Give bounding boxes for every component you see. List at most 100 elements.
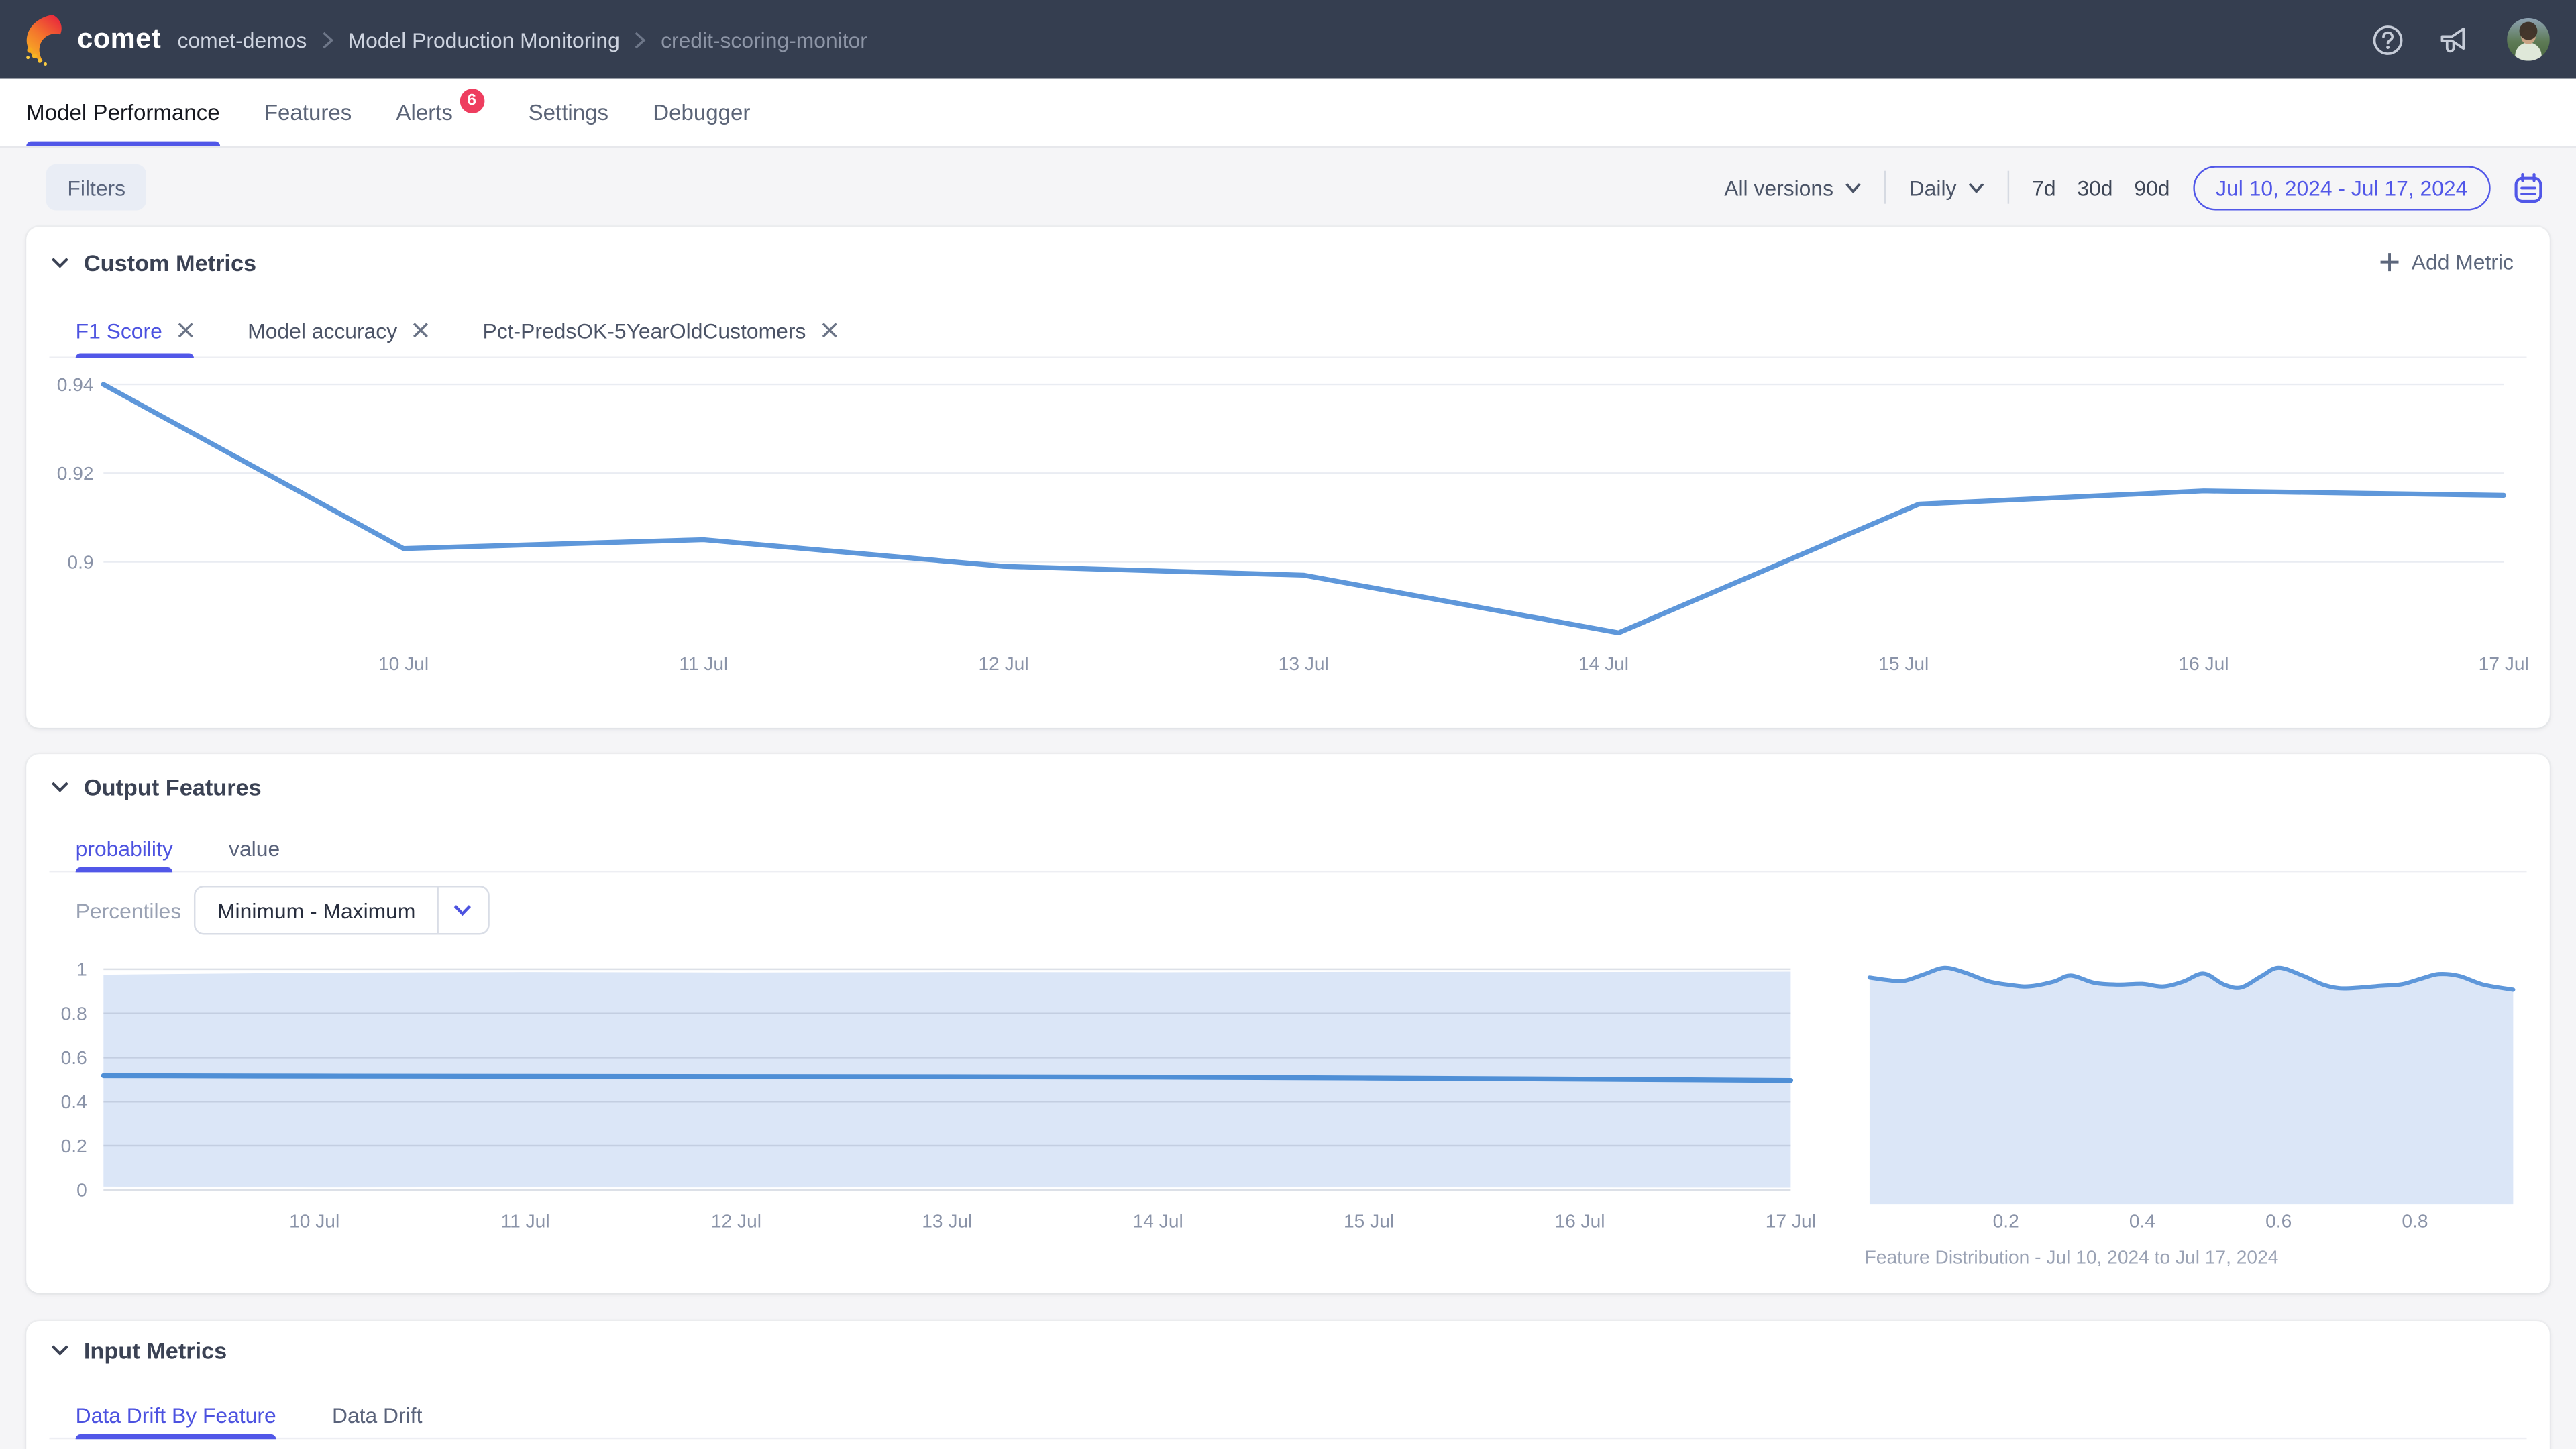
- output-feature-tabs: probability value: [49, 824, 2527, 873]
- chevron-right-icon: [321, 30, 333, 48]
- user-avatar[interactable]: [2507, 17, 2550, 61]
- collapse-chevron-icon[interactable]: [51, 1344, 69, 1357]
- svg-text:15 Jul: 15 Jul: [1878, 653, 1929, 674]
- top-navbar: comet comet-demos Model Production Monit…: [0, 0, 2576, 79]
- series: [101, 1073, 1794, 1083]
- metric-tab-label: F1 Score: [75, 317, 162, 343]
- custom-metrics-header: Custom Metrics: [51, 250, 256, 276]
- x-axis-labels: 10 Jul 11 Jul 12 Jul 13 Jul 14 Jul 15 Jul 16 J…: [289, 1210, 1816, 1231]
- tab-settings[interactable]: Settings: [529, 79, 608, 146]
- tab-value[interactable]: value: [229, 824, 280, 871]
- navbar-actions: [2372, 0, 2550, 79]
- svg-text:0.6: 0.6: [61, 1047, 87, 1068]
- range-7d[interactable]: 7d: [2032, 174, 2056, 200]
- remove-metric-icon[interactable]: [820, 322, 837, 338]
- gridlines: [103, 383, 2504, 563]
- svg-text:14 Jul: 14 Jul: [1578, 653, 1629, 674]
- band: [103, 971, 1791, 1188]
- metric-tab-model-accuracy[interactable]: Model accuracy: [248, 304, 429, 356]
- chevron-right-icon: [635, 30, 647, 48]
- filter-controls: All versions Daily 7d 30d 90d Jul 10, 20…: [1724, 164, 2543, 211]
- add-metric-button[interactable]: Add Metric: [2379, 250, 2514, 274]
- divider: [2007, 170, 2009, 204]
- tab-label: probability: [75, 835, 173, 861]
- collapse-chevron-icon[interactable]: [51, 256, 69, 270]
- svg-text:0.2: 0.2: [1993, 1210, 2019, 1231]
- section-title: Input Metrics: [83, 1337, 227, 1364]
- distribution-x-axis-labels: 0.2 0.4 0.6 0.8: [1993, 1210, 2428, 1231]
- breadcrumb-project[interactable]: Model Production Monitoring: [347, 27, 620, 52]
- tab-features[interactable]: Features: [264, 79, 352, 146]
- breadcrumb-workspace[interactable]: comet-demos: [177, 27, 307, 52]
- versions-dropdown[interactable]: All versions: [1724, 175, 1861, 200]
- collapse-chevron-icon[interactable]: [51, 780, 69, 794]
- tab-debugger[interactable]: Debugger: [653, 79, 750, 146]
- range-30d[interactable]: 30d: [2077, 174, 2113, 200]
- tab-model-performance[interactable]: Model Performance: [26, 79, 220, 146]
- feature-distribution: [1867, 965, 2516, 1205]
- tab-label: Data Drift By Feature: [75, 1402, 276, 1427]
- breadcrumb: comet-demos Model Production Monitoring …: [177, 0, 867, 79]
- metric-tabs: F1 Score Model accuracy Pct-PredsOK-5Yea…: [49, 304, 2527, 358]
- svg-text:16 Jul: 16 Jul: [1554, 1210, 1605, 1231]
- y-axis-labels: 0.94 0.92 0.9: [57, 374, 94, 572]
- comet-flame-icon: [26, 15, 62, 66]
- add-metric-label: Add Metric: [2411, 250, 2514, 274]
- tab-label: value: [229, 835, 280, 861]
- x-axis-labels: 10 Jul 11 Jul 12 Jul 13 Jul 14 Jul 15 Jul 16 J…: [378, 653, 2529, 674]
- megaphone-icon[interactable]: [2438, 24, 2472, 56]
- svg-text:12 Jul: 12 Jul: [711, 1210, 761, 1231]
- svg-text:10 Jul: 10 Jul: [289, 1210, 339, 1231]
- date-range-pill[interactable]: Jul 10, 2024 - Jul 17, 2024: [2192, 165, 2491, 210]
- plus-icon: [2380, 253, 2399, 272]
- tab-label: Debugger: [653, 100, 751, 125]
- tab-probability[interactable]: probability: [75, 824, 174, 873]
- input-metrics-header: Input Metrics: [51, 1337, 227, 1364]
- versions-dropdown-value: All versions: [1724, 174, 1834, 200]
- tab-data-drift-by-feature[interactable]: Data Drift By Feature: [75, 1391, 276, 1440]
- svg-text:0: 0: [76, 1180, 87, 1201]
- breadcrumb-model: credit-scoring-monitor: [661, 27, 867, 52]
- svg-text:0.8: 0.8: [2402, 1210, 2428, 1231]
- remove-metric-icon[interactable]: [412, 322, 428, 338]
- divider: [1884, 170, 1886, 204]
- custom-metrics-section: Custom Metrics Add Metric F1 Score Model…: [26, 226, 2550, 728]
- svg-text:0.92: 0.92: [57, 463, 94, 484]
- main-tabbar: Model Performance Features Alerts 6 Sett…: [0, 78, 2576, 148]
- metric-tab-f1-score[interactable]: F1 Score: [75, 304, 194, 358]
- distribution-caption: Feature Distribution - Jul 10, 2024 to J…: [1864, 1248, 2279, 1269]
- gridlines: [103, 968, 1791, 1191]
- chevron-down-icon: [1968, 182, 1984, 193]
- filters-button[interactable]: Filters: [46, 164, 147, 211]
- svg-text:13 Jul: 13 Jul: [922, 1210, 972, 1231]
- range-90d[interactable]: 90d: [2134, 174, 2170, 200]
- metric-tab-label: Model accuracy: [248, 317, 398, 343]
- granularity-dropdown[interactable]: Daily: [1909, 175, 1984, 200]
- svg-text:11 Jul: 11 Jul: [679, 653, 728, 674]
- filter-row: Filters All versions Daily 7d 30d 90d Ju…: [0, 148, 2576, 227]
- svg-text:0.6: 0.6: [2265, 1210, 2292, 1231]
- tab-label: Alerts: [396, 100, 453, 125]
- tab-alerts[interactable]: Alerts 6: [396, 79, 484, 146]
- percentiles-row: Percentiles Minimum - Maximum: [75, 885, 490, 935]
- metric-tab-pct-predsok[interactable]: Pct-PredsOK-5YearOldCustomers: [483, 304, 837, 356]
- svg-text:17 Jul: 17 Jul: [2479, 653, 2529, 674]
- comet-logo[interactable]: comet: [21, 0, 161, 79]
- svg-text:0.94: 0.94: [57, 374, 94, 395]
- help-icon[interactable]: [2372, 24, 2404, 56]
- percentiles-select[interactable]: Minimum - Maximum: [194, 885, 490, 935]
- percentiles-label: Percentiles: [75, 898, 182, 923]
- remove-metric-icon[interactable]: [177, 322, 193, 338]
- series: [101, 382, 2506, 636]
- tab-data-drift[interactable]: Data Drift: [332, 1391, 422, 1438]
- alerts-badge: 6: [459, 89, 484, 113]
- logo-wordmark: comet: [77, 23, 162, 54]
- select-divider: [437, 887, 439, 934]
- output-features-header: Output Features: [51, 773, 262, 800]
- tab-label: Model Performance: [26, 100, 220, 125]
- median-line: [101, 1073, 1794, 1083]
- chevron-down-icon: [439, 887, 488, 933]
- chevron-down-icon: [1845, 182, 1861, 193]
- calendar-icon[interactable]: [2514, 172, 2543, 203]
